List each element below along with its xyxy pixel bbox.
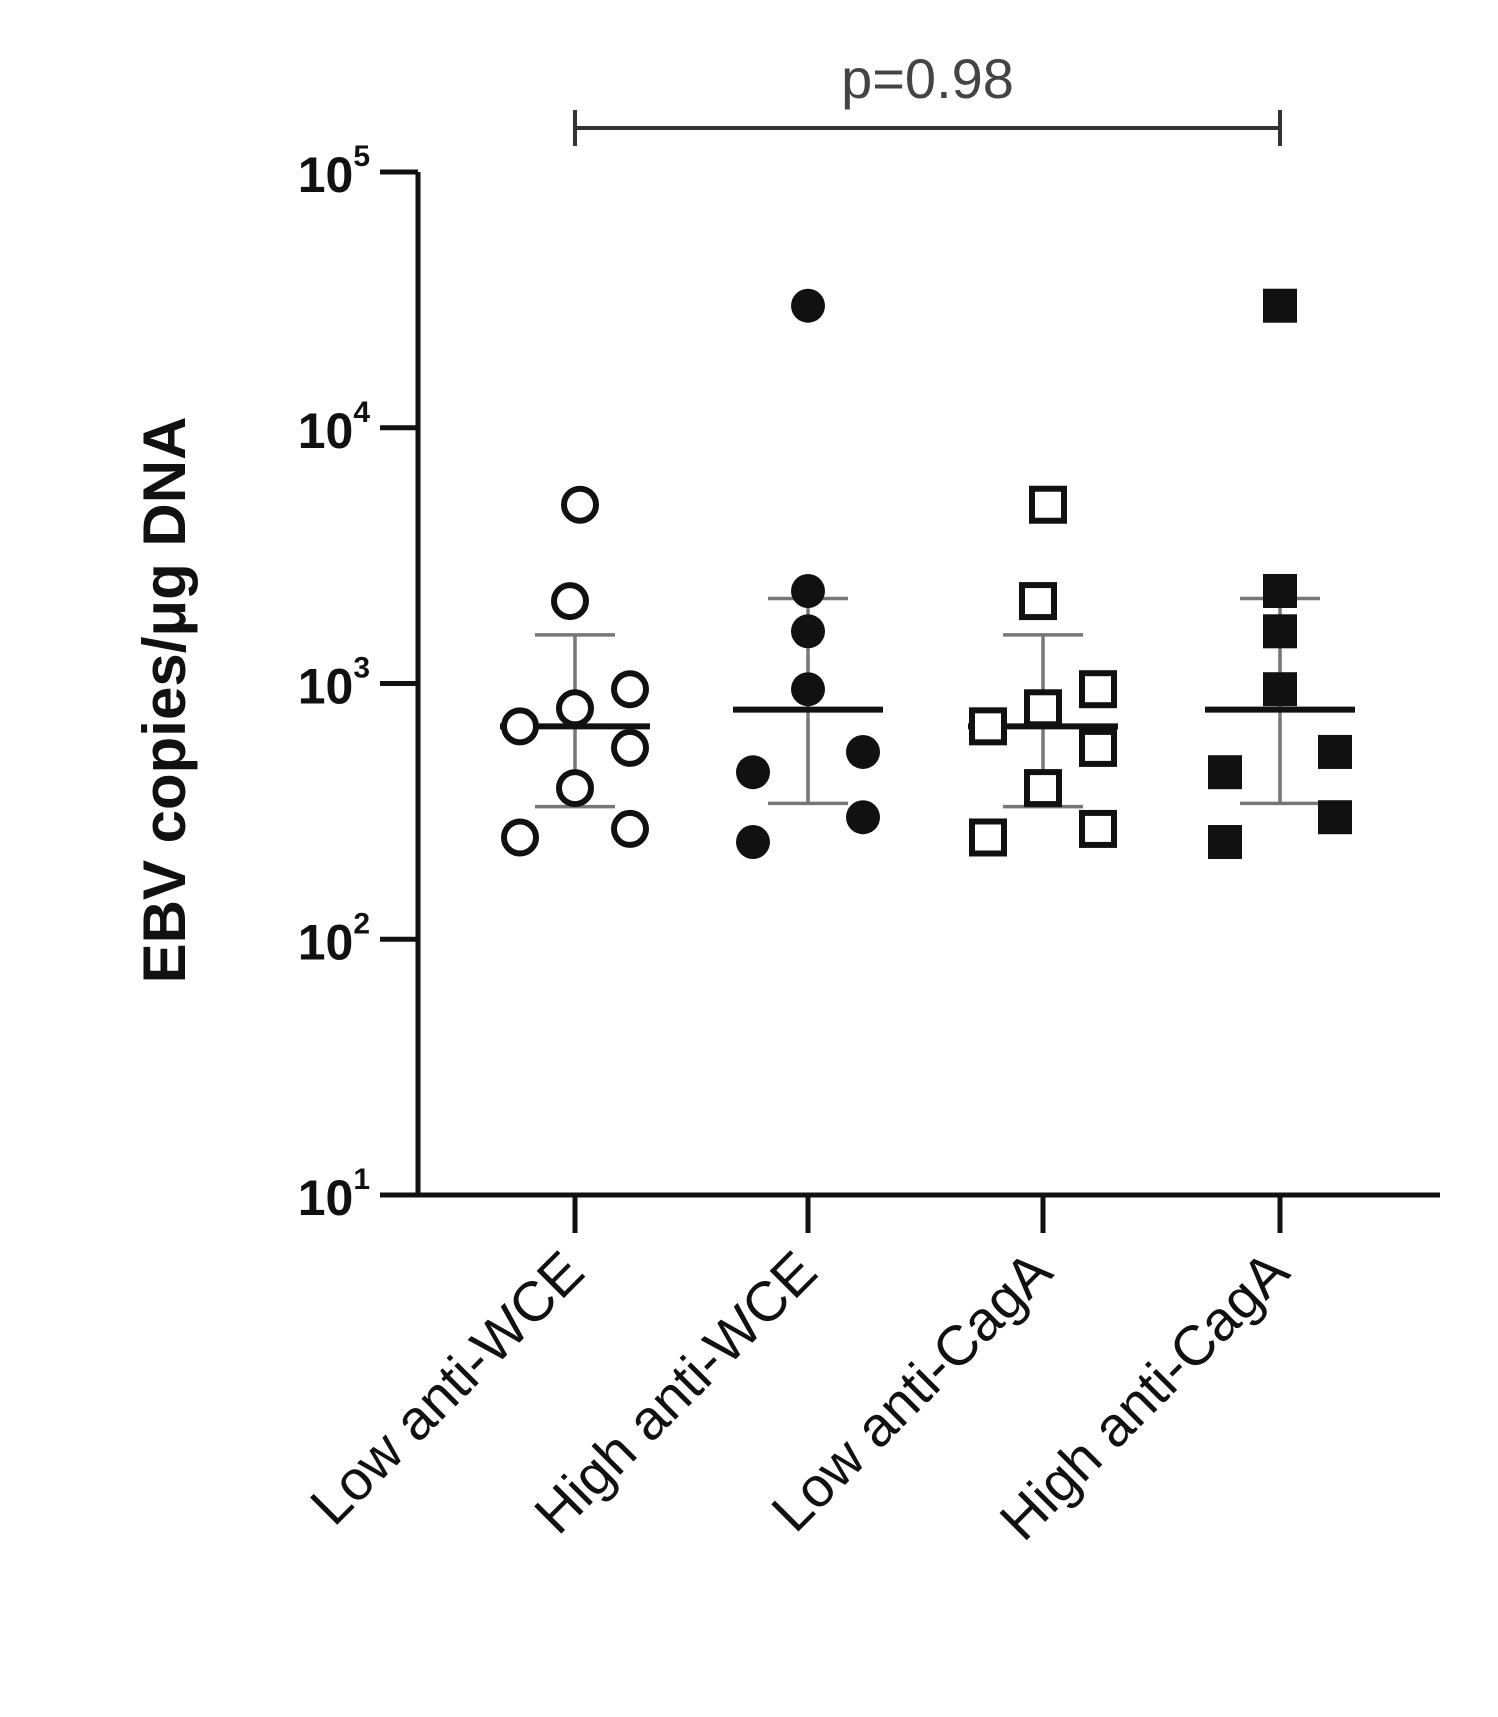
data-point-circle <box>611 809 649 848</box>
data-point-circle <box>551 582 589 621</box>
data-point-circle <box>791 573 825 608</box>
data-point-circle <box>501 707 539 746</box>
data-point-square <box>1318 800 1352 835</box>
y-tick-label: 105 <box>298 140 370 203</box>
data-point-square <box>1079 670 1117 709</box>
data-point-circle <box>611 728 649 767</box>
data-point-square <box>1029 485 1067 524</box>
data-point-square <box>1024 689 1062 728</box>
data-point-circle <box>736 755 770 790</box>
y-tick-label: 104 <box>298 396 371 459</box>
data-point-circle <box>556 769 594 808</box>
data-point-circle <box>846 800 880 835</box>
data-point-square <box>1208 755 1242 790</box>
data-point-circle <box>736 825 770 860</box>
data-point-square <box>1263 672 1297 707</box>
significance-bracket: p=0.98 <box>573 47 1282 146</box>
data-point-square <box>1318 734 1352 769</box>
data-point-square <box>1208 825 1242 860</box>
y-axis-label: EBV copies/μg DNA <box>131 417 198 984</box>
data-point-square <box>969 818 1007 857</box>
data-point-square <box>1079 809 1117 848</box>
data-point-circle <box>611 670 649 709</box>
y-tick-label: 102 <box>298 907 370 970</box>
data-point-circle <box>791 614 825 649</box>
data-point-circle <box>791 672 825 707</box>
data-point-circle <box>501 818 539 857</box>
data-point-square <box>1263 573 1297 608</box>
data-point-square <box>1263 614 1297 649</box>
data-point-square <box>1079 728 1117 767</box>
data-points <box>501 288 1352 860</box>
y-tick-label: 101 <box>298 1163 370 1226</box>
axes: 101 102 103 104 105 <box>298 140 1440 1233</box>
data-point-circle <box>556 689 594 728</box>
data-point-square <box>1263 288 1297 323</box>
data-point-circle <box>791 288 825 323</box>
data-point-circle <box>846 734 880 769</box>
data-point-square <box>1019 582 1057 621</box>
p-value-label: p=0.98 <box>841 47 1014 110</box>
data-point-circle <box>561 485 599 524</box>
y-tick-label: 103 <box>298 652 370 715</box>
data-point-square <box>969 707 1007 746</box>
data-point-square <box>1024 769 1062 808</box>
